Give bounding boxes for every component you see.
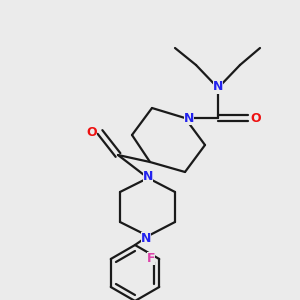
Text: N: N [184,112,194,124]
Text: F: F [147,251,155,265]
Text: N: N [143,169,153,182]
Text: O: O [251,112,261,124]
Text: N: N [213,80,223,94]
Text: N: N [141,232,151,244]
Text: O: O [87,125,97,139]
